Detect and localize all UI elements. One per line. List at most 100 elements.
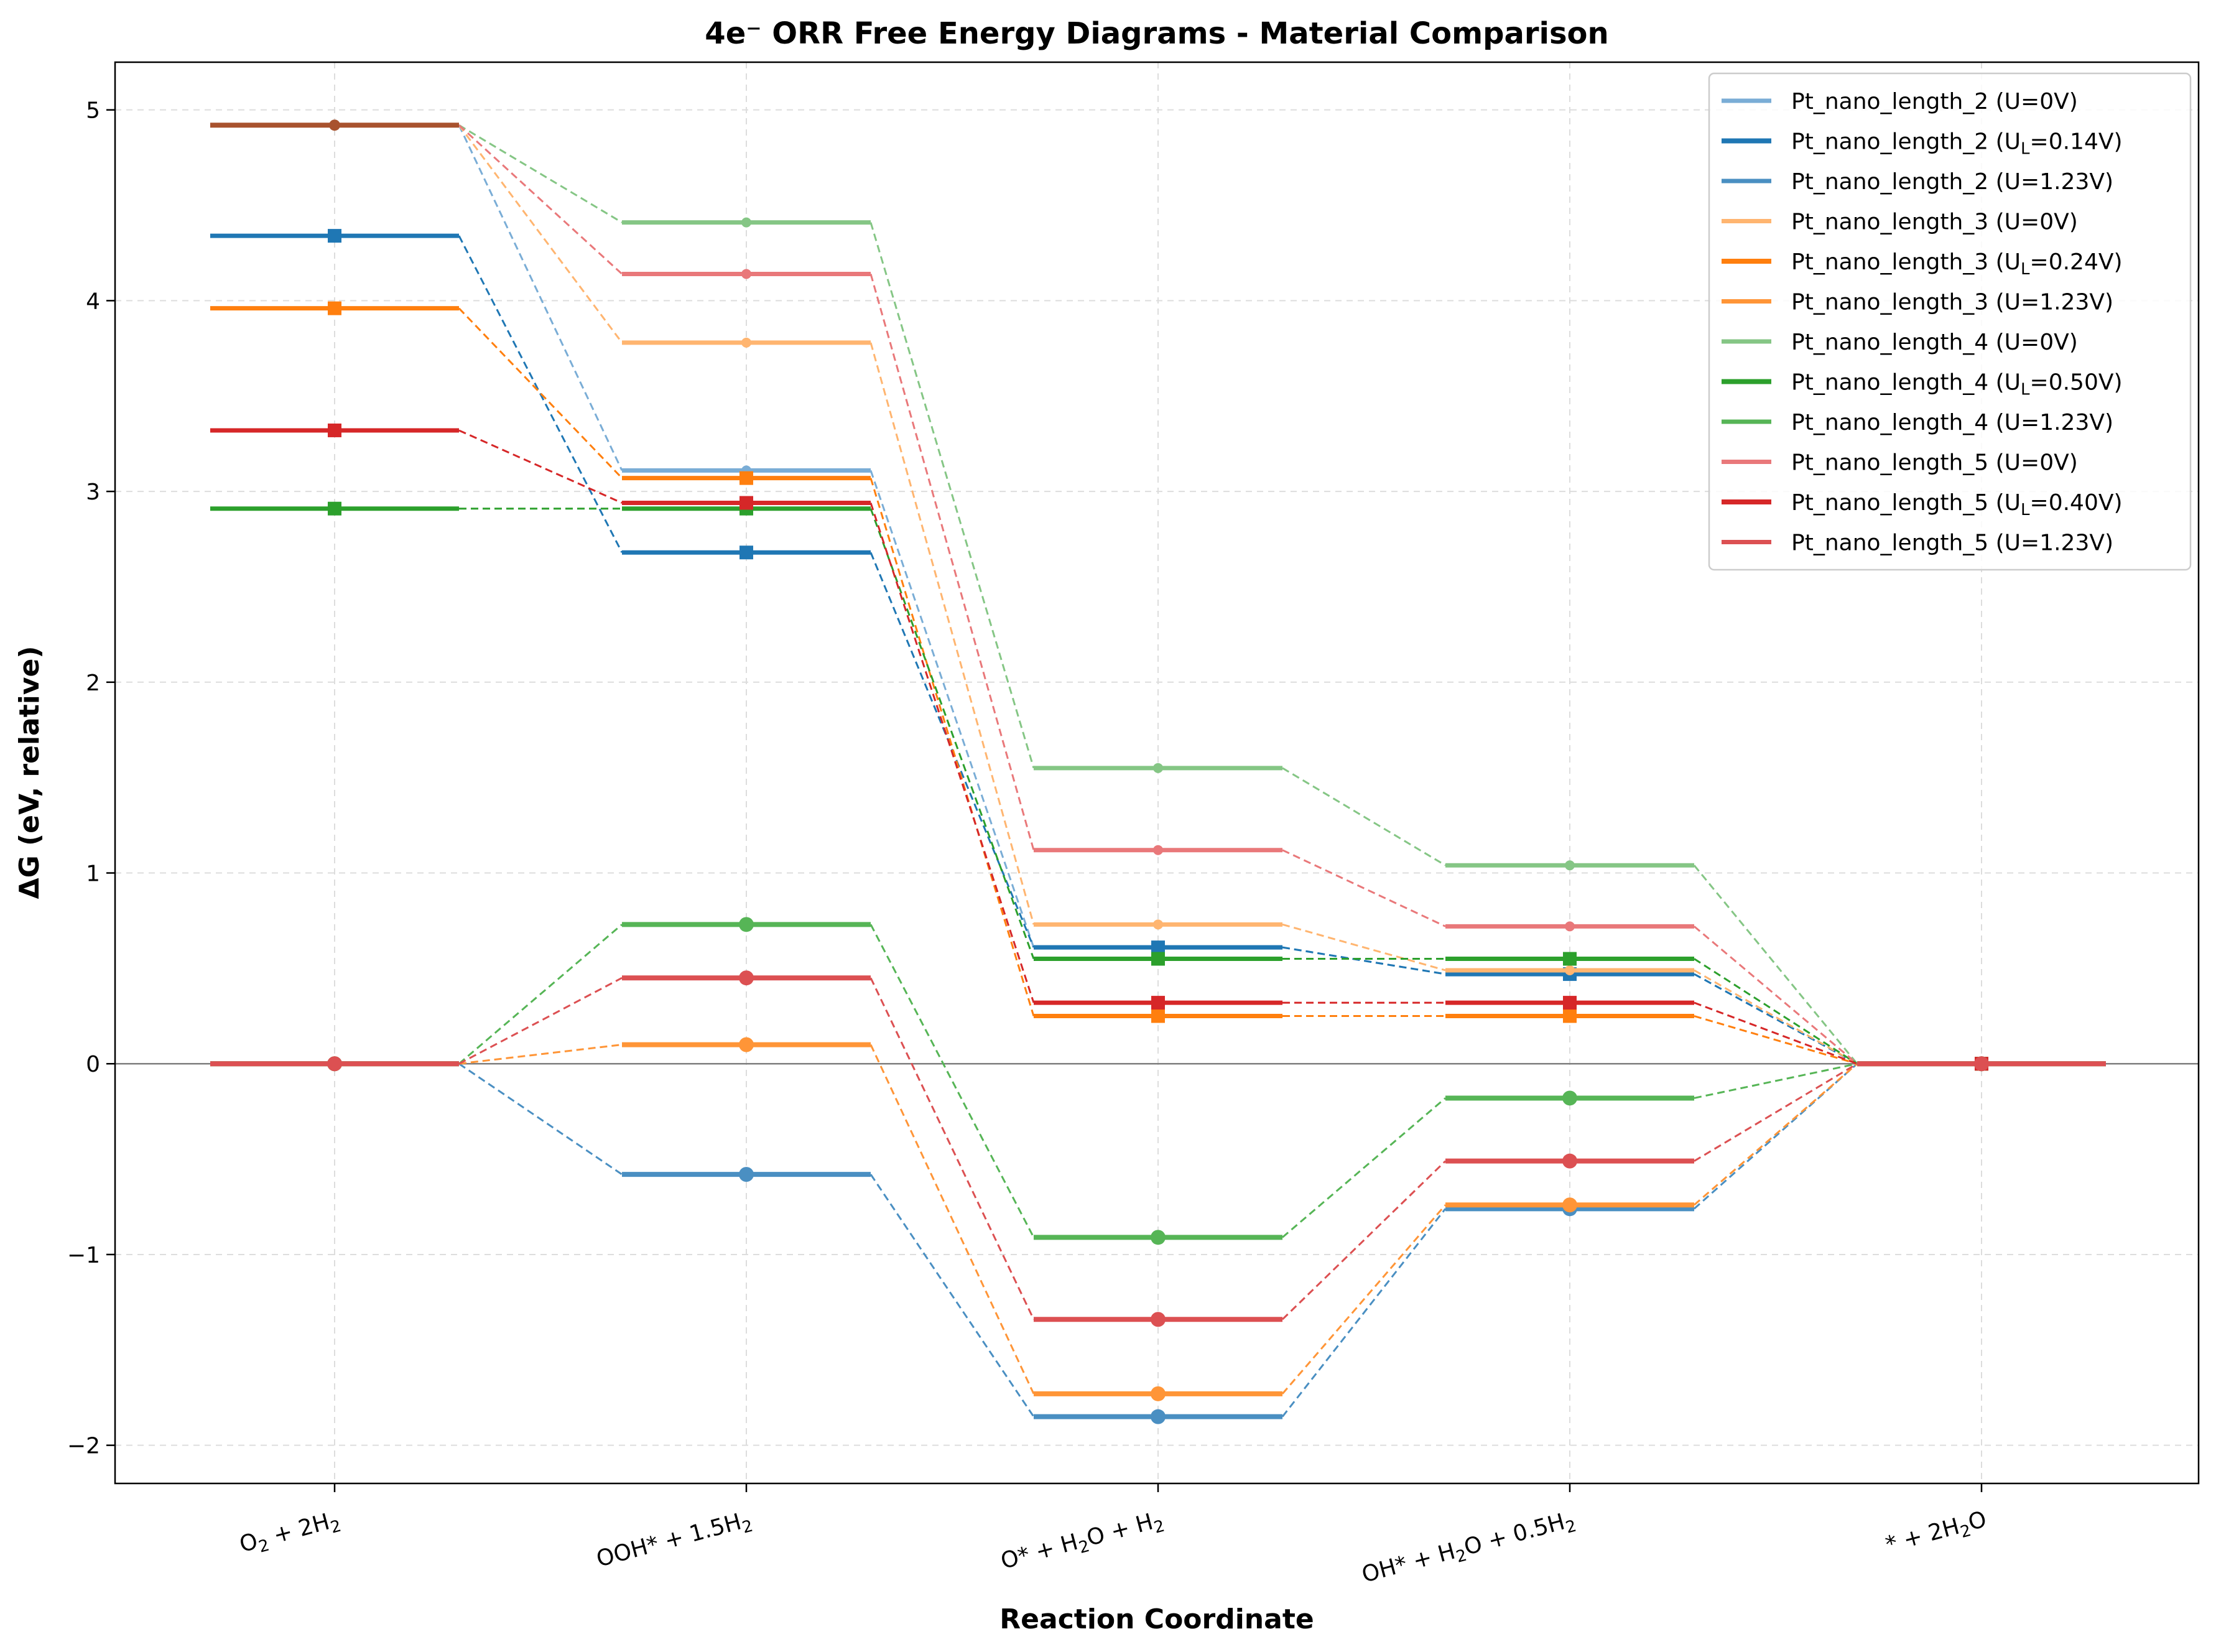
legend-entry-1: Pt_nano_length_2 (UL=0.14V) — [1791, 129, 2123, 159]
series-layer — [210, 119, 2106, 1424]
series-8-marker-2 — [1151, 1230, 1166, 1245]
series-11-marker-1 — [739, 970, 754, 986]
series-3-connector-0 — [458, 124, 623, 343]
series-9-marker-2 — [1153, 845, 1163, 855]
legend-entry-6: Pt_nano_length_4 (U=0V) — [1791, 330, 2078, 355]
series-0-connector-1 — [869, 470, 1035, 948]
series-11 — [210, 970, 2106, 1327]
series-2-connector-2 — [1281, 1208, 1447, 1418]
series-8-marker-1 — [739, 917, 754, 932]
series-4-marker-1 — [739, 471, 753, 485]
series-6-marker-3 — [1565, 860, 1575, 871]
series-2-connector-1 — [869, 1174, 1035, 1418]
legend-entry-3: Pt_nano_length_3 (U=0V) — [1791, 210, 2078, 235]
series-2-marker-2 — [1151, 1409, 1166, 1424]
series-3-connector-3 — [1694, 969, 1858, 1065]
series-10-marker-1 — [739, 496, 753, 510]
series-5-connector-3 — [1694, 1063, 1858, 1206]
x-tick-label-0: O2 + 2H2​ — [237, 1506, 343, 1561]
series-5-marker-3 — [1562, 1197, 1577, 1213]
series-11-connector-1 — [869, 977, 1035, 1320]
series-11-connector-3 — [1694, 1062, 1858, 1162]
series-10-marker-0 — [328, 423, 341, 437]
legend-entry-4: Pt_nano_length_3 (UL=0.24V) — [1791, 249, 2123, 279]
series-3-marker-1 — [741, 337, 751, 348]
series-10-connector-0 — [458, 429, 623, 504]
chart-title: 4e⁻ ORR Free Energy Diagrams - Material … — [705, 16, 1608, 51]
series-7-marker-3 — [1563, 952, 1577, 966]
series-9-marker-1 — [741, 269, 751, 279]
series-8-marker-3 — [1562, 1090, 1577, 1106]
series-7-marker-2 — [1151, 952, 1165, 966]
series-11-connector-2 — [1281, 1160, 1447, 1320]
series-0-connector-0 — [458, 124, 623, 471]
legend-entry-8: Pt_nano_length_4 (U=1.23V) — [1791, 410, 2113, 435]
y-tick-label-1: −1 — [67, 1243, 100, 1268]
series-6-marker-2 — [1153, 763, 1163, 773]
series-11-marker-3 — [1562, 1153, 1577, 1169]
series-1-marker-0 — [328, 229, 341, 243]
series-5-connector-1 — [869, 1044, 1035, 1394]
series-1-connector-2 — [1282, 946, 1446, 975]
series-6-connector-3 — [1693, 865, 1858, 1065]
series-9-connector-2 — [1282, 849, 1446, 927]
legend-entry-0: Pt_nano_length_2 (U=0V) — [1791, 89, 2078, 114]
series-1-marker-1 — [739, 545, 753, 560]
series-10-connector-3 — [1694, 1001, 1858, 1065]
legend-box — [1708, 72, 2192, 571]
series-6-marker-1 — [741, 217, 751, 228]
legend-entry-10: Pt_nano_length_5 (UL=0.40V) — [1791, 490, 2123, 519]
series-4-marker-2 — [1151, 1009, 1165, 1023]
series-3-connector-1 — [869, 342, 1035, 925]
series-4-connector-3 — [1694, 1015, 1858, 1065]
legend-entry-7: Pt_nano_length_4 (UL=0.50V) — [1791, 370, 2123, 399]
y-tick-label-0: −2 — [67, 1434, 100, 1459]
y-tick-label-6: 4 — [86, 289, 100, 314]
series-8-connector-0 — [458, 924, 623, 1065]
series-9-connector-3 — [1694, 926, 1858, 1065]
series-11-marker-0 — [327, 1056, 342, 1072]
series-11-marker-4 — [1974, 1056, 1989, 1072]
legend-entry-11: Pt_nano_length_5 (U=1.23V) — [1791, 531, 2113, 556]
series-2-connector-0 — [458, 1062, 623, 1176]
y-axis-label: ΔG (eV, relative) — [14, 646, 45, 899]
series-9-marker-3 — [1565, 921, 1575, 932]
series-6-connector-1 — [869, 222, 1035, 769]
legend-entry-5: Pt_nano_length_3 (U=1.23V) — [1791, 290, 2113, 315]
series-5-connector-2 — [1281, 1204, 1447, 1394]
series-10-connector-1 — [869, 503, 1035, 1003]
y-tick-label-2: 0 — [86, 1052, 100, 1077]
series-10-marker-3 — [1563, 996, 1577, 1010]
series-2-marker-1 — [739, 1167, 754, 1182]
series-8-connector-3 — [1694, 1062, 1858, 1099]
series-9-connector-0 — [458, 124, 623, 275]
legend: Pt_nano_length_2 (U=0V) Pt_nano_length_2 … — [1708, 72, 2192, 571]
series-4-marker-0 — [328, 301, 341, 315]
x-axis-label: Reaction Coordinate — [999, 1603, 1314, 1635]
series-3-marker-3 — [1565, 965, 1575, 975]
overlap-level-marker-step-0 — [329, 119, 340, 131]
legend-entry-2: Pt_nano_length_2 (U=1.23V) — [1791, 169, 2113, 195]
series-9-connector-1 — [869, 274, 1035, 851]
series-4-marker-3 — [1563, 1009, 1577, 1023]
series-7-marker-0 — [328, 501, 341, 516]
y-tick-label-3: 1 — [86, 861, 100, 887]
series-3-marker-2 — [1153, 919, 1163, 930]
series-5-connector-0 — [458, 1044, 623, 1065]
series-8-connector-2 — [1282, 1097, 1446, 1238]
series-10-marker-2 — [1151, 996, 1165, 1010]
plot-frame — [114, 61, 2200, 1485]
series-7-connector-1 — [869, 508, 1035, 960]
y-tick-label-4: 2 — [86, 671, 100, 696]
series-6-connector-2 — [1282, 767, 1446, 866]
series-11-connector-0 — [458, 977, 623, 1065]
series-7-connector-3 — [1694, 958, 1858, 1065]
series-4-connector-0 — [458, 307, 623, 479]
series-5-marker-1 — [739, 1037, 754, 1052]
legend-entry-9: Pt_nano_length_5 (U=0V) — [1791, 450, 2078, 476]
y-tick-label-7: 5 — [86, 98, 100, 124]
series-1-marker-2 — [1151, 940, 1165, 955]
series-3-connector-2 — [1282, 923, 1446, 972]
series-11-marker-2 — [1151, 1312, 1166, 1327]
